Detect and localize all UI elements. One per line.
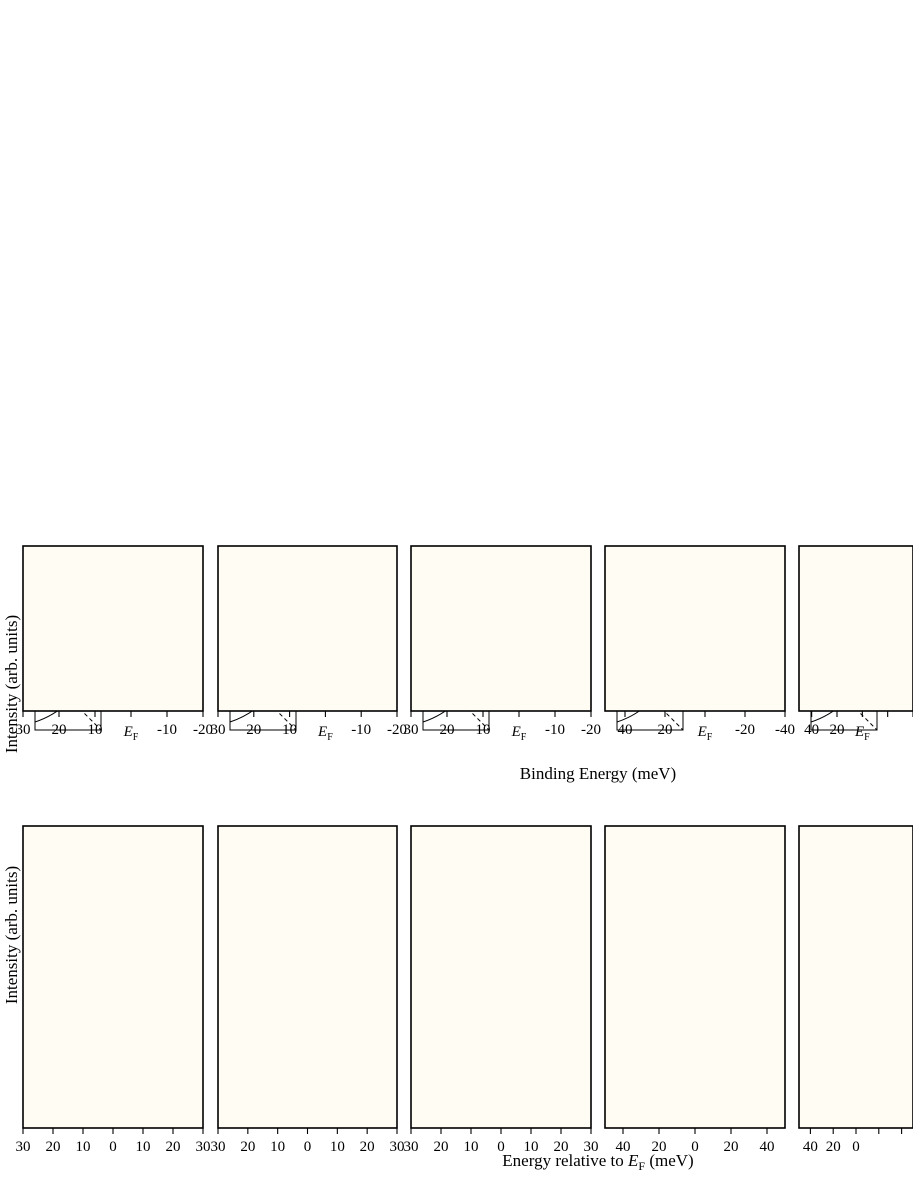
- bottom-xlabel-ef-sub: F: [638, 1159, 645, 1173]
- tick-label: 10: [76, 1139, 91, 1155]
- panel-frame: [217, 545, 398, 712]
- tick-label: 0: [304, 1139, 312, 1155]
- tick-label: 10: [524, 1139, 539, 1155]
- bottom-xlabel-ef: E: [627, 1151, 639, 1170]
- tick-label: 30: [211, 1139, 226, 1155]
- tick-label: 10: [330, 1139, 345, 1155]
- tick-label: 30: [196, 1139, 211, 1155]
- tick-label: 30: [390, 1139, 405, 1155]
- tick-label: 20: [166, 1139, 181, 1155]
- tick-label-ef: EF: [123, 724, 139, 743]
- bottom-xlabel-suffix: (meV): [645, 1151, 694, 1170]
- tick-label: -10: [157, 722, 177, 738]
- tick-label: -20: [581, 722, 601, 738]
- tick-label-ef: EF: [697, 724, 713, 743]
- panel-frame: [22, 545, 204, 712]
- panel-frame: [798, 545, 913, 712]
- tick-label: 10: [464, 1139, 479, 1155]
- tick-label: -20: [387, 722, 407, 738]
- tick-label: 0: [691, 1139, 699, 1155]
- tick-label: 20: [830, 722, 845, 738]
- bottom-ylabel: Intensity (arb. units): [2, 866, 21, 1004]
- tick-label: 20: [434, 1139, 449, 1155]
- tick-label: 20: [658, 722, 673, 738]
- tick-label: 20: [360, 1139, 375, 1155]
- tick-label: 20: [440, 722, 455, 738]
- tick-label-ef: EF: [511, 724, 527, 743]
- tick-label: 20: [46, 1139, 61, 1155]
- tick-label: 30: [211, 722, 226, 738]
- panel-frame: [604, 545, 786, 712]
- tick-label: -20: [193, 722, 213, 738]
- tick-label: 40: [804, 722, 819, 738]
- tick-label-ef: EF: [317, 724, 333, 743]
- tick-label: 20: [826, 1139, 841, 1155]
- panel-frame: [410, 545, 592, 712]
- tick-label: 20: [554, 1139, 569, 1155]
- tick-label: -10: [545, 722, 565, 738]
- tick-label: -40: [775, 722, 795, 738]
- tick-label: 10: [136, 1139, 151, 1155]
- panel-frame: [410, 825, 592, 1129]
- tick-label: -10: [351, 722, 371, 738]
- tick-label: 30: [16, 722, 31, 738]
- tick-label: 30: [404, 722, 419, 738]
- tick-label: 10: [282, 722, 297, 738]
- top-ylabel: Intensity (arb. units): [2, 615, 21, 753]
- tick-label: 40: [760, 1139, 775, 1155]
- tick-label: 40: [616, 1139, 631, 1155]
- bottom-xlabel-prefix: Energy relative to: [502, 1151, 628, 1170]
- panel-frame: [217, 825, 398, 1129]
- tick-label: 30: [404, 1139, 419, 1155]
- tick-label: 20: [240, 1139, 255, 1155]
- tick-label: 30: [16, 1139, 31, 1155]
- panel-frame: [798, 825, 913, 1129]
- tick-label: 10: [270, 1139, 285, 1155]
- tick-label: 20: [652, 1139, 667, 1155]
- tick-label: 20: [52, 722, 67, 738]
- tick-label: 10: [88, 722, 103, 738]
- tick-label: 30: [584, 1139, 599, 1155]
- tick-label: 40: [803, 1139, 818, 1155]
- tick-label: 0: [109, 1139, 117, 1155]
- panel-frame: [604, 825, 786, 1129]
- bottom-xlabel: Energy relative to EF (meV): [502, 1151, 693, 1173]
- tick-label: -20: [735, 722, 755, 738]
- tick-label: 0: [497, 1139, 505, 1155]
- tick-label: 20: [724, 1139, 739, 1155]
- tick-label: 40: [618, 722, 633, 738]
- top-xlabel: Binding Energy (meV): [520, 764, 676, 783]
- tick-label-ef: EF: [854, 724, 870, 743]
- tick-label: 20: [246, 722, 261, 738]
- panel-frame: [22, 825, 204, 1129]
- tick-label: 0: [852, 1139, 860, 1155]
- tick-label: 10: [476, 722, 491, 738]
